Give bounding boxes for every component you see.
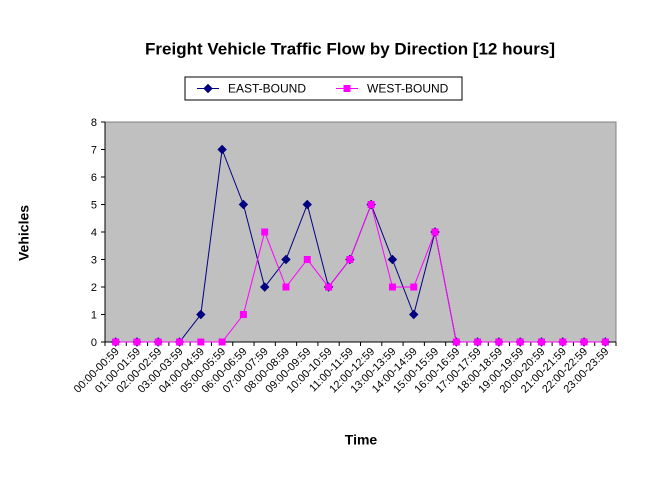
data-point [495,338,503,346]
data-point [409,309,419,320]
data-point [431,228,439,236]
y-tick-label: 1 [91,310,97,322]
y-tick-label: 2 [91,282,97,294]
data-point [282,283,290,291]
data-point [303,256,311,263]
legend [184,76,463,101]
data-point [367,201,375,208]
data-point [452,338,460,346]
data-point [281,254,291,265]
y-tick-label: 7 [91,145,97,157]
legend-label: WEST-BOUND [367,82,449,96]
data-point [196,309,206,320]
data-point [387,254,398,265]
data-point [388,283,396,291]
data-point [537,338,545,346]
y-axis-label: Vehicles [16,205,32,261]
data-point [176,338,184,346]
chart-title: Freight Vehicle Traffic Flow by Directio… [145,39,555,58]
data-point [238,199,249,210]
legend-label: EAST-BOUND [228,82,306,96]
x-axis-label: Time [345,432,378,448]
y-tick-label: 0 [91,337,97,349]
data-point [516,338,524,346]
legend-marker [203,83,213,94]
data-point [259,282,270,292]
data-point [346,256,354,263]
data-point [474,338,482,346]
y-tick-label: 5 [91,200,97,212]
data-point [133,338,141,346]
data-point [112,338,120,346]
data-point [261,228,269,236]
legend-marker [343,85,351,92]
data-point [302,199,312,210]
y-tick-label: 8 [91,117,97,129]
data-point [197,338,205,346]
series-line [115,202,606,343]
data-point [218,338,226,346]
data-point [325,283,333,291]
data-point [154,338,162,346]
data-point [410,283,418,291]
data-point [217,144,227,155]
y-tick-label: 4 [91,227,97,239]
y-tick-label: 3 [91,255,97,267]
data-point [559,338,567,346]
data-point [580,338,588,346]
y-tick-label: 6 [91,172,97,184]
data-point [239,311,247,318]
data-point [601,338,609,346]
